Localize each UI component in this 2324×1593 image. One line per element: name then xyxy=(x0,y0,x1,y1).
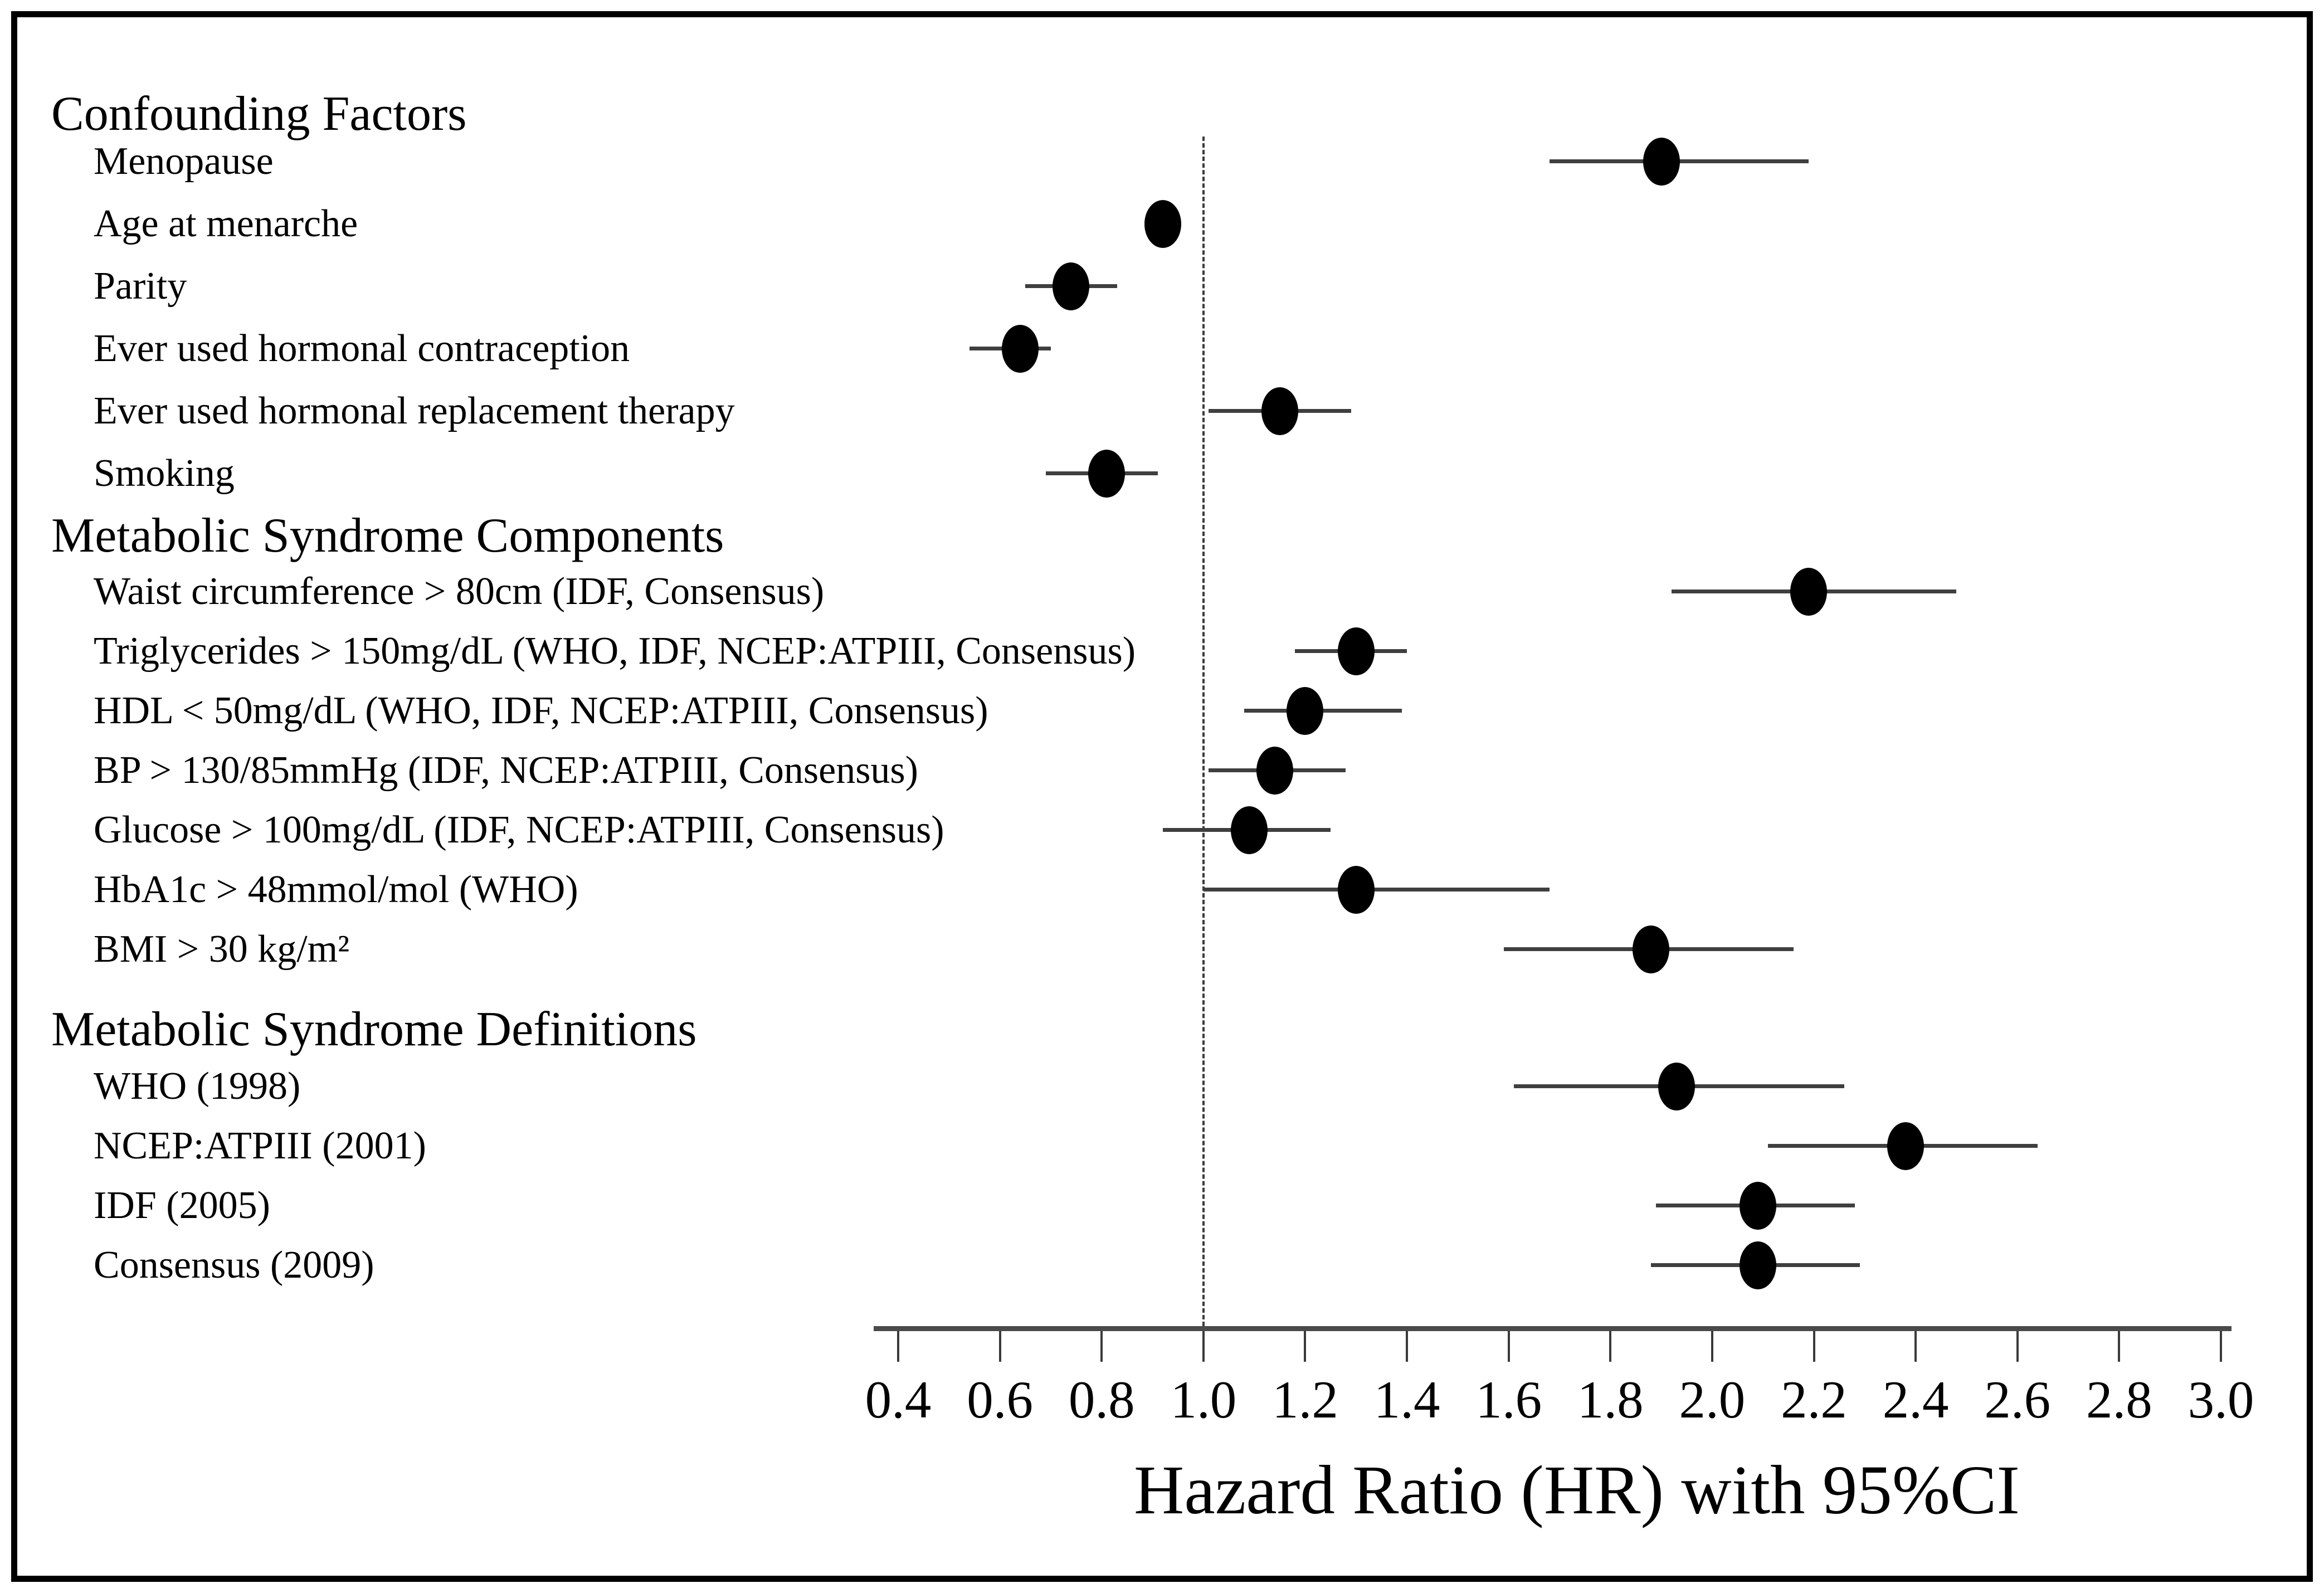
row-label: Consensus (2009) xyxy=(94,1244,374,1287)
row-label: Parity xyxy=(94,265,187,308)
row-label: Waist circumference > 80cm (IDF, Consens… xyxy=(94,570,825,613)
point-marker xyxy=(1887,1122,1924,1170)
row-label: Triglycerides > 150mg/dL (WHO, IDF, NCEP… xyxy=(94,630,1136,673)
row-label: Smoking xyxy=(94,452,235,495)
x-axis-tick-label: 2.2 xyxy=(1781,1370,1847,1429)
point-marker xyxy=(1261,387,1298,435)
x-axis-tick xyxy=(1406,1331,1409,1362)
row-label: HbA1c > 48mmol/mol (WHO) xyxy=(94,868,578,911)
x-axis-tick-label: 1.8 xyxy=(1577,1370,1644,1429)
section-header: Metabolic Syndrome Definitions xyxy=(51,1002,697,1056)
point-marker xyxy=(1337,627,1375,675)
point-marker xyxy=(1256,747,1293,795)
x-axis-title: Hazard Ratio (HR) with 95%CI xyxy=(1134,1452,2020,1529)
x-axis-tick xyxy=(2118,1331,2121,1362)
x-axis-tick xyxy=(998,1331,1001,1362)
row-label: Ever used hormonal contraception xyxy=(94,327,630,370)
point-marker xyxy=(1790,568,1828,616)
x-axis-tick-label: 2.4 xyxy=(1882,1370,1949,1429)
x-axis-tick xyxy=(1711,1331,1713,1362)
x-axis-tick-label: 0.4 xyxy=(865,1370,932,1429)
x-axis-tick-label: 2.6 xyxy=(1984,1370,2051,1429)
x-axis-tick xyxy=(1507,1331,1510,1362)
x-axis-tick-label: 1.4 xyxy=(1373,1370,1440,1429)
x-axis-tick-label: 0.6 xyxy=(967,1370,1033,1429)
row-label: Menopause xyxy=(94,140,274,183)
x-axis-tick xyxy=(2016,1331,2019,1362)
row-label: Glucose > 100mg/dL (IDF, NCEP:ATPIII, Co… xyxy=(94,808,944,851)
section-header: Metabolic Syndrome Components xyxy=(51,509,724,563)
figure-border xyxy=(11,11,2313,1582)
point-marker xyxy=(1337,866,1375,914)
row-label: Ever used hormonal replacement therapy xyxy=(94,389,735,432)
row-label: BMI > 30 kg/m² xyxy=(94,928,350,971)
point-marker xyxy=(1633,925,1670,973)
x-axis-tick xyxy=(1304,1331,1307,1362)
x-axis-tick xyxy=(1813,1331,1815,1362)
point-marker xyxy=(1740,1182,1777,1230)
row-label: WHO (1998) xyxy=(94,1065,301,1108)
point-marker xyxy=(1740,1241,1777,1289)
x-axis-tick xyxy=(1609,1331,1612,1362)
point-marker xyxy=(1658,1063,1695,1110)
x-axis-tick-label: 1.2 xyxy=(1272,1370,1338,1429)
row-label: HDL < 50mg/dL (WHO, IDF, NCEP:ATPIII, Co… xyxy=(94,689,988,732)
ci-line xyxy=(1203,888,1550,892)
x-axis-tick xyxy=(1202,1331,1205,1362)
row-label: Age at menarche xyxy=(94,202,358,245)
x-axis-tick-label: 1.6 xyxy=(1475,1370,1542,1429)
x-axis-tick xyxy=(1914,1331,1917,1362)
row-label: IDF (2005) xyxy=(94,1184,270,1227)
x-axis-line xyxy=(874,1326,2232,1331)
point-marker xyxy=(1144,200,1181,248)
point-marker xyxy=(1643,138,1680,186)
reference-line xyxy=(1202,137,1205,1326)
x-axis-tick xyxy=(2220,1331,2222,1362)
x-axis-tick xyxy=(1100,1331,1103,1362)
x-axis-tick-label: 2.8 xyxy=(2086,1370,2152,1429)
x-axis-tick xyxy=(897,1331,899,1362)
point-marker xyxy=(1088,450,1126,498)
row-label: BP > 130/85mmHg (IDF, NCEP:ATPIII, Conse… xyxy=(94,749,918,792)
x-axis-tick-label: 3.0 xyxy=(2187,1370,2254,1429)
x-axis-tick-label: 1.0 xyxy=(1170,1370,1237,1429)
section-header: Confounding Factors xyxy=(51,87,467,141)
point-marker xyxy=(1231,806,1268,854)
point-marker xyxy=(1002,325,1039,373)
x-axis-tick-label: 0.8 xyxy=(1068,1370,1135,1429)
point-marker xyxy=(1287,687,1324,735)
point-marker xyxy=(1053,262,1090,310)
x-axis-tick-label: 2.0 xyxy=(1679,1370,1746,1429)
row-label: NCEP:ATPIII (2001) xyxy=(94,1124,426,1167)
